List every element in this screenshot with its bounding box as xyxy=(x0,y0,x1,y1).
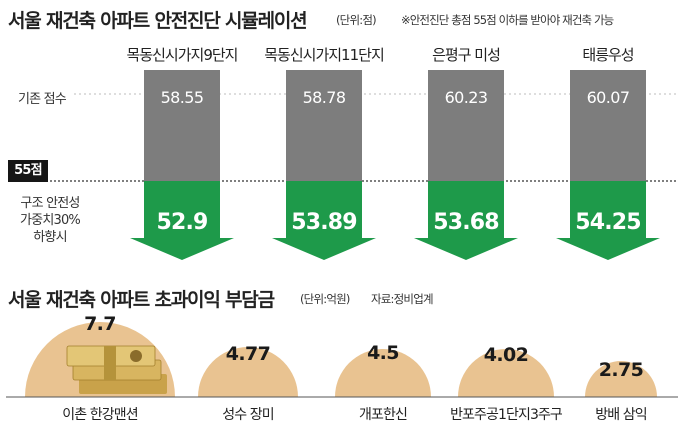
basic-score-label: 기존 점수 xyxy=(18,92,67,107)
adjusted-score-arrow-1 xyxy=(130,181,234,260)
burden-value-5: 2.75 xyxy=(599,359,643,381)
burden-semicircle-5 xyxy=(585,361,657,397)
adjusted-score-arrow-4 xyxy=(556,181,660,260)
burden-category-4: 반포주공1단지3주구 xyxy=(450,407,563,423)
chart1-title: 서울 재건축 아파트 안전진단 시뮬레이션 xyxy=(8,10,308,32)
basic-score-bar-3 xyxy=(428,70,504,181)
adjusted-label-line2: 가중치30% xyxy=(20,213,81,228)
burden-semicircle-3 xyxy=(335,349,431,397)
adjusted-score-value-4: 54.25 xyxy=(575,210,641,235)
adjusted-label-line1: 구조 안전성 xyxy=(20,196,80,211)
burden-value-4: 4.02 xyxy=(484,344,528,366)
basic-score-value-1: 58.55 xyxy=(161,88,204,107)
chart1-category-1: 목동신시가지9단지 xyxy=(126,46,239,64)
chart1-note: ※안전진단 총점 55점 이하를 받아야 재건축 가능 xyxy=(401,13,614,27)
burden-semicircle-2 xyxy=(198,347,298,397)
chart1-category-2: 목동신시가지11단지 xyxy=(264,46,385,64)
chart1-unit: (단위:점) xyxy=(336,13,377,27)
adjusted-label-line3: 하향시 xyxy=(33,230,67,245)
basic-score-value-2: 58.78 xyxy=(303,88,346,107)
adjusted-score-arrow-3 xyxy=(414,181,518,260)
burden-semicircle-4 xyxy=(458,349,554,397)
basic-score-bar-4 xyxy=(570,70,646,181)
basic-score-value-4: 60.07 xyxy=(587,88,630,107)
basic-score-bar-1 xyxy=(144,70,220,181)
bill-portrait xyxy=(130,350,142,362)
adjusted-score-value-1: 52.9 xyxy=(156,210,207,235)
adjusted-score-value-3: 53.68 xyxy=(433,210,499,235)
burden-value-3: 4.5 xyxy=(367,342,399,364)
bill-band xyxy=(104,346,116,380)
chart2-title: 서울 재건축 아파트 초과이익 부담금 xyxy=(8,289,275,311)
chart2-unit: (단위:억원) xyxy=(300,292,350,306)
chart1-plot: 58.55 52.9 58.78 53.89 60.23 53.68 60.07 54.25 xyxy=(50,70,676,260)
burden-category-3: 개포한신 xyxy=(359,407,407,423)
adjusted-score-label: 구조 안전성 가중치30% 하향시 xyxy=(8,195,92,246)
burden-category-2: 성수 장미 xyxy=(222,407,273,423)
adjusted-score-arrow-2 xyxy=(272,181,376,260)
burden-category-1: 이촌 한강맨션 xyxy=(62,407,137,423)
chart1-category-4: 태릉우성 xyxy=(582,46,634,64)
adjusted-score-value-2: 53.89 xyxy=(291,210,357,235)
burden-value-2: 4.77 xyxy=(226,343,270,365)
basic-score-bar-2 xyxy=(286,70,362,181)
threshold-badge: 55점 xyxy=(8,160,48,182)
burden-value-1: 7.7 xyxy=(84,313,116,335)
burden-category-5: 방배 삼익 xyxy=(595,407,646,423)
chart2-source: 자료:정비업계 xyxy=(371,292,434,306)
basic-score-value-3: 60.23 xyxy=(445,88,488,107)
money-bundle-illustration xyxy=(66,345,167,394)
chart1-category-3: 은평구 미성 xyxy=(432,46,501,64)
